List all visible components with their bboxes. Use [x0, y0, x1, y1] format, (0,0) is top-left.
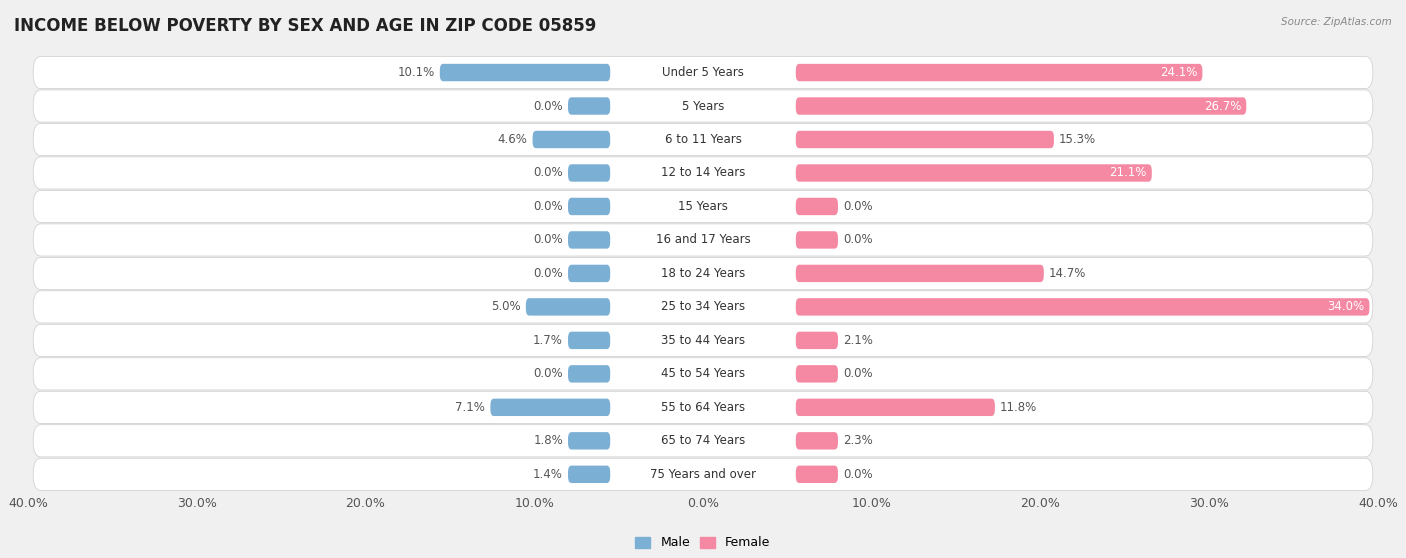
FancyBboxPatch shape: [796, 432, 838, 450]
FancyBboxPatch shape: [34, 391, 1372, 424]
Text: 15.3%: 15.3%: [1059, 133, 1097, 146]
Legend: Male, Female: Male, Female: [630, 531, 776, 555]
FancyBboxPatch shape: [34, 358, 1372, 390]
FancyBboxPatch shape: [34, 458, 1372, 490]
Text: 0.0%: 0.0%: [533, 99, 562, 113]
FancyBboxPatch shape: [796, 465, 838, 483]
Text: 0.0%: 0.0%: [533, 233, 562, 247]
FancyBboxPatch shape: [568, 465, 610, 483]
Text: 21.1%: 21.1%: [1109, 166, 1147, 180]
Text: 1.4%: 1.4%: [533, 468, 562, 481]
Text: 25 to 34 Years: 25 to 34 Years: [661, 300, 745, 314]
FancyBboxPatch shape: [34, 190, 1372, 223]
FancyBboxPatch shape: [34, 90, 1372, 122]
FancyBboxPatch shape: [796, 198, 838, 215]
FancyBboxPatch shape: [440, 64, 610, 81]
FancyBboxPatch shape: [34, 257, 1372, 290]
Text: 12 to 14 Years: 12 to 14 Years: [661, 166, 745, 180]
FancyBboxPatch shape: [796, 398, 995, 416]
Text: 5 Years: 5 Years: [682, 99, 724, 113]
FancyBboxPatch shape: [796, 64, 1202, 81]
FancyBboxPatch shape: [34, 291, 1372, 323]
Text: 35 to 44 Years: 35 to 44 Years: [661, 334, 745, 347]
FancyBboxPatch shape: [34, 324, 1372, 357]
Text: 0.0%: 0.0%: [533, 267, 562, 280]
Text: Source: ZipAtlas.com: Source: ZipAtlas.com: [1281, 17, 1392, 27]
Text: 4.6%: 4.6%: [498, 133, 527, 146]
Text: 0.0%: 0.0%: [533, 367, 562, 381]
Text: 0.0%: 0.0%: [844, 367, 873, 381]
FancyBboxPatch shape: [34, 224, 1372, 256]
FancyBboxPatch shape: [526, 298, 610, 316]
Text: 75 Years and over: 75 Years and over: [650, 468, 756, 481]
FancyBboxPatch shape: [568, 231, 610, 249]
FancyBboxPatch shape: [34, 425, 1372, 457]
Text: 18 to 24 Years: 18 to 24 Years: [661, 267, 745, 280]
Text: 0.0%: 0.0%: [533, 166, 562, 180]
Text: 16 and 17 Years: 16 and 17 Years: [655, 233, 751, 247]
Text: 0.0%: 0.0%: [533, 200, 562, 213]
FancyBboxPatch shape: [568, 331, 610, 349]
Text: 26.7%: 26.7%: [1204, 99, 1241, 113]
Text: 5.0%: 5.0%: [491, 300, 520, 314]
FancyBboxPatch shape: [796, 264, 1043, 282]
Text: 7.1%: 7.1%: [456, 401, 485, 414]
FancyBboxPatch shape: [568, 264, 610, 282]
FancyBboxPatch shape: [796, 298, 1369, 316]
FancyBboxPatch shape: [796, 164, 1152, 182]
Text: 55 to 64 Years: 55 to 64 Years: [661, 401, 745, 414]
FancyBboxPatch shape: [533, 131, 610, 148]
FancyBboxPatch shape: [796, 131, 1054, 148]
Text: 24.1%: 24.1%: [1160, 66, 1198, 79]
Text: 2.1%: 2.1%: [844, 334, 873, 347]
FancyBboxPatch shape: [568, 164, 610, 182]
Text: 65 to 74 Years: 65 to 74 Years: [661, 434, 745, 448]
Text: 14.7%: 14.7%: [1049, 267, 1087, 280]
FancyBboxPatch shape: [568, 198, 610, 215]
FancyBboxPatch shape: [34, 56, 1372, 89]
Text: Under 5 Years: Under 5 Years: [662, 66, 744, 79]
FancyBboxPatch shape: [568, 432, 610, 450]
FancyBboxPatch shape: [796, 97, 1246, 115]
Text: 45 to 54 Years: 45 to 54 Years: [661, 367, 745, 381]
Text: 0.0%: 0.0%: [844, 200, 873, 213]
Text: 15 Years: 15 Years: [678, 200, 728, 213]
FancyBboxPatch shape: [796, 231, 838, 249]
FancyBboxPatch shape: [568, 365, 610, 383]
Text: 6 to 11 Years: 6 to 11 Years: [665, 133, 741, 146]
Text: 10.1%: 10.1%: [398, 66, 434, 79]
FancyBboxPatch shape: [34, 157, 1372, 189]
Text: 34.0%: 34.0%: [1327, 300, 1364, 314]
Text: 0.0%: 0.0%: [844, 233, 873, 247]
Text: 11.8%: 11.8%: [1000, 401, 1038, 414]
FancyBboxPatch shape: [491, 398, 610, 416]
Text: 1.7%: 1.7%: [533, 334, 562, 347]
FancyBboxPatch shape: [34, 123, 1372, 156]
FancyBboxPatch shape: [796, 331, 838, 349]
FancyBboxPatch shape: [796, 365, 838, 383]
Text: INCOME BELOW POVERTY BY SEX AND AGE IN ZIP CODE 05859: INCOME BELOW POVERTY BY SEX AND AGE IN Z…: [14, 17, 596, 35]
Text: 1.8%: 1.8%: [533, 434, 562, 448]
Text: 2.3%: 2.3%: [844, 434, 873, 448]
FancyBboxPatch shape: [568, 97, 610, 115]
Text: 0.0%: 0.0%: [844, 468, 873, 481]
